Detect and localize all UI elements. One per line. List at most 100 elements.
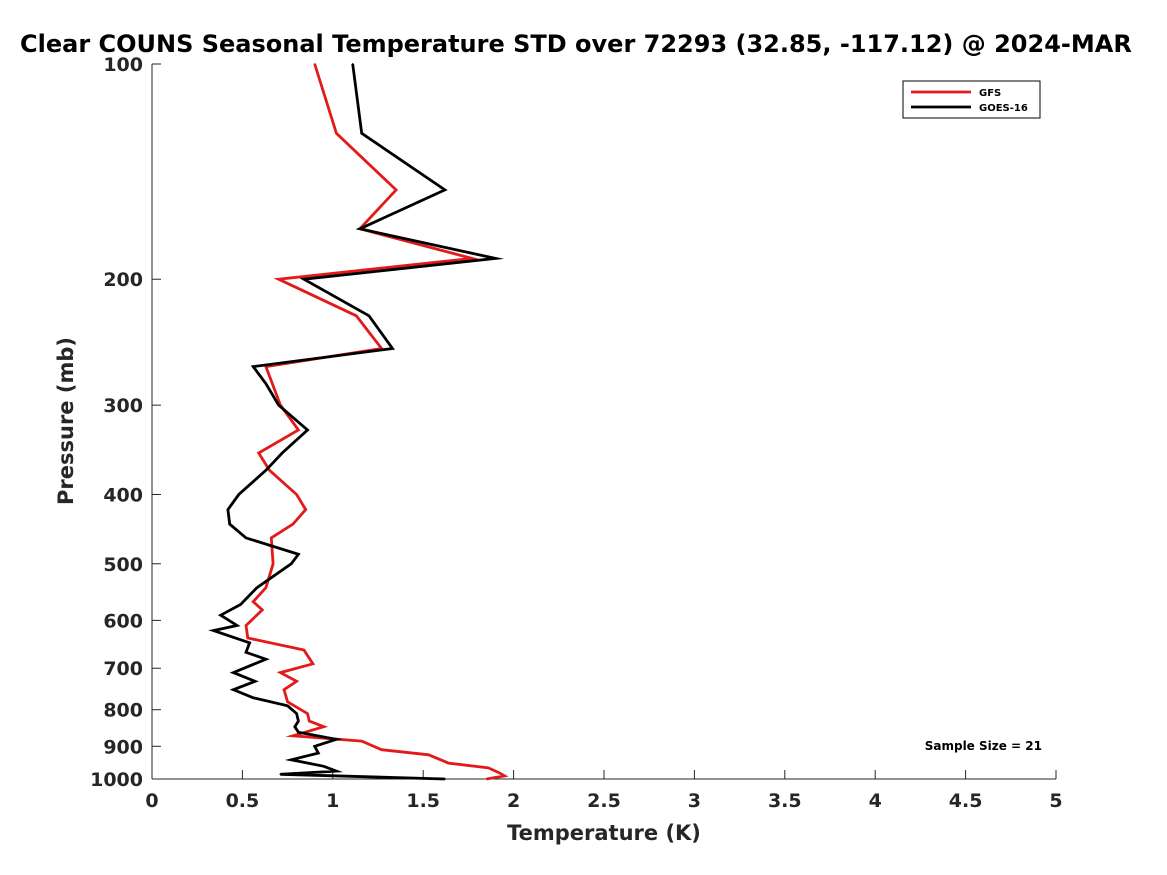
data-point-gfs: [355, 314, 358, 317]
data-point-gfs: [283, 688, 285, 691]
data-point-goes-16: [265, 469, 267, 472]
sample-size-annotation: Sample Size = 21: [925, 739, 1042, 753]
data-point-gfs: [279, 671, 282, 674]
data-point-gfs: [312, 662, 314, 665]
data-point-goes-16: [245, 651, 247, 654]
data-point-gfs: [270, 536, 273, 539]
data-point-gfs: [286, 700, 289, 703]
data-point-gfs: [487, 767, 490, 769]
data-point-goes-16: [281, 452, 284, 454]
data-point-gfs: [322, 725, 325, 728]
data-point-goes-16: [290, 562, 293, 565]
data-point-goes-16: [248, 641, 251, 644]
data-point-gfs: [308, 720, 311, 723]
data-point-goes-16: [277, 404, 280, 407]
data-point-goes-16: [239, 603, 242, 606]
data-point-goes-16: [228, 523, 231, 525]
data-point-gfs: [380, 748, 383, 751]
data-point-goes-16: [494, 257, 497, 260]
y-tick-label: 800: [103, 700, 143, 722]
data-point-gfs: [302, 649, 305, 651]
data-point-gfs: [297, 429, 300, 431]
data-point-gfs: [360, 740, 363, 742]
data-point-goes-16: [227, 508, 229, 511]
y-tick-label: 300: [103, 395, 143, 417]
data-point-gfs: [265, 586, 267, 589]
data-point-goes-16: [254, 680, 256, 683]
data-point-gfs: [335, 132, 338, 135]
legend-box: [902, 80, 1041, 119]
data-point-gfs: [306, 712, 309, 715]
y-tick-label: 500: [103, 554, 143, 576]
data-point-gfs: [268, 469, 271, 472]
data-point-gfs: [313, 63, 316, 65]
y-tick-label: 100: [103, 54, 143, 76]
data-point-gfs: [261, 608, 264, 611]
data-point-goes-16: [317, 752, 320, 755]
data-point-goes-16: [236, 624, 238, 627]
data-point-goes-16: [443, 189, 446, 191]
series-line-gfs: [244, 63, 509, 781]
data-point-gfs: [503, 774, 506, 777]
x-tick-label: 1.5: [406, 790, 440, 812]
legend-label-goes-16: GOES-16: [979, 103, 1028, 114]
x-tick-label: 5: [1049, 790, 1062, 812]
x-axis-label: Temperature (K): [507, 821, 701, 845]
data-point-gfs: [292, 523, 294, 525]
y-tick-label: 900: [103, 736, 143, 758]
data-point-gfs: [304, 508, 307, 511]
x-tick-label: 0: [145, 790, 158, 812]
y-tick-label: 400: [103, 484, 143, 506]
data-point-goes-16: [245, 536, 247, 539]
data-point-goes-16: [265, 658, 267, 661]
legend: GFS GOES-16: [902, 80, 1041, 119]
x-tick-label: 0.5: [226, 790, 260, 812]
data-point-goes-16: [297, 553, 300, 556]
x-tick-label: 4: [869, 790, 882, 812]
x-tick-label: 1: [326, 790, 339, 812]
data-point-goes-16: [368, 314, 370, 317]
data-point-gfs: [447, 762, 450, 764]
data-point-gfs: [295, 493, 298, 496]
data-point-goes-16: [293, 725, 296, 728]
data-point-goes-16: [252, 365, 255, 368]
data-point-gfs: [485, 778, 488, 780]
data-point-goes-16: [279, 773, 282, 776]
y-tick-label: 600: [103, 610, 143, 632]
data-point-goes-16: [306, 429, 309, 431]
x-tick-label: 4.5: [949, 790, 983, 812]
data-point-goes-16: [335, 770, 338, 773]
data-point-goes-16: [335, 738, 338, 741]
x-tick-label: 2: [507, 790, 520, 812]
data-point-goes-16: [237, 493, 240, 496]
data-point-gfs: [471, 257, 473, 260]
data-point-goes-16: [443, 778, 446, 780]
data-point-goes-16: [297, 720, 300, 723]
data-point-goes-16: [232, 688, 235, 691]
data-point-gfs: [295, 680, 298, 683]
data-point-goes-16: [295, 712, 298, 715]
x-tick-label: 3: [688, 790, 701, 812]
data-point-goes-16: [359, 227, 361, 230]
data-point-goes-16: [313, 745, 316, 748]
data-point-goes-16: [297, 731, 300, 734]
x-tick-label: 3.5: [768, 790, 802, 812]
data-point-gfs: [257, 452, 260, 454]
data-point-gfs: [245, 624, 247, 627]
chart-title: Clear COUNS Seasonal Temperature STD ove…: [20, 30, 1132, 58]
data-point-gfs: [498, 771, 501, 774]
y-tick-label: 1000: [90, 769, 143, 791]
data-point-goes-16: [302, 278, 305, 281]
legend-label-gfs: GFS: [979, 88, 1001, 99]
data-point-gfs: [252, 600, 255, 603]
data-point-goes-16: [219, 614, 222, 617]
data-point-gfs: [427, 753, 430, 756]
data-point-goes-16: [351, 63, 354, 65]
data-point-goes-16: [360, 132, 363, 135]
y-axis-label: Pressure (mb): [54, 337, 78, 505]
data-point-gfs: [292, 734, 294, 737]
y-tick-label: 700: [103, 658, 143, 680]
data-point-gfs: [395, 189, 397, 191]
x-tick-label: 2.5: [587, 790, 621, 812]
data-point-goes-16: [212, 629, 215, 632]
